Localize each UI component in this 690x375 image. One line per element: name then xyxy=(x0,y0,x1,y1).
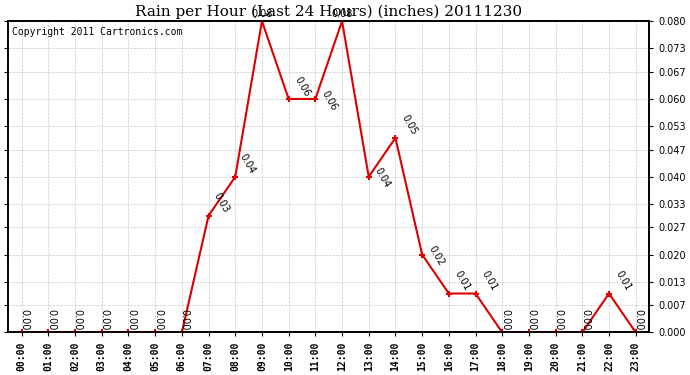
Text: 0.05: 0.05 xyxy=(400,114,419,137)
Text: 0.08: 0.08 xyxy=(251,9,273,19)
Text: 0.08: 0.08 xyxy=(331,9,353,19)
Text: 0.00: 0.00 xyxy=(126,309,136,330)
Text: 0.00: 0.00 xyxy=(99,309,110,330)
Text: 0.04: 0.04 xyxy=(238,153,257,176)
Text: 0.00: 0.00 xyxy=(526,309,537,330)
Text: 0.00: 0.00 xyxy=(633,309,644,330)
Text: Copyright 2011 Cartronics.com: Copyright 2011 Cartronics.com xyxy=(12,27,182,38)
Text: 0.00: 0.00 xyxy=(553,309,564,330)
Text: 0.01: 0.01 xyxy=(453,269,473,293)
Text: 0.00: 0.00 xyxy=(19,309,30,330)
Text: 0.06: 0.06 xyxy=(293,75,312,98)
Text: 0.01: 0.01 xyxy=(480,269,499,293)
Text: 0.06: 0.06 xyxy=(319,88,339,112)
Text: 0.00: 0.00 xyxy=(153,309,163,330)
Text: 0.04: 0.04 xyxy=(373,166,392,190)
Text: 0.02: 0.02 xyxy=(426,244,446,268)
Text: 0.00: 0.00 xyxy=(73,309,83,330)
Text: 0.01: 0.01 xyxy=(613,269,633,293)
Text: 0.00: 0.00 xyxy=(580,309,590,330)
Text: 0.03: 0.03 xyxy=(211,191,230,215)
Text: 0.00: 0.00 xyxy=(179,309,190,330)
Text: 0.00: 0.00 xyxy=(46,309,56,330)
Text: 0.00: 0.00 xyxy=(500,309,510,330)
Title: Rain per Hour (Last 24 Hours) (inches) 20111230: Rain per Hour (Last 24 Hours) (inches) 2… xyxy=(135,4,522,18)
